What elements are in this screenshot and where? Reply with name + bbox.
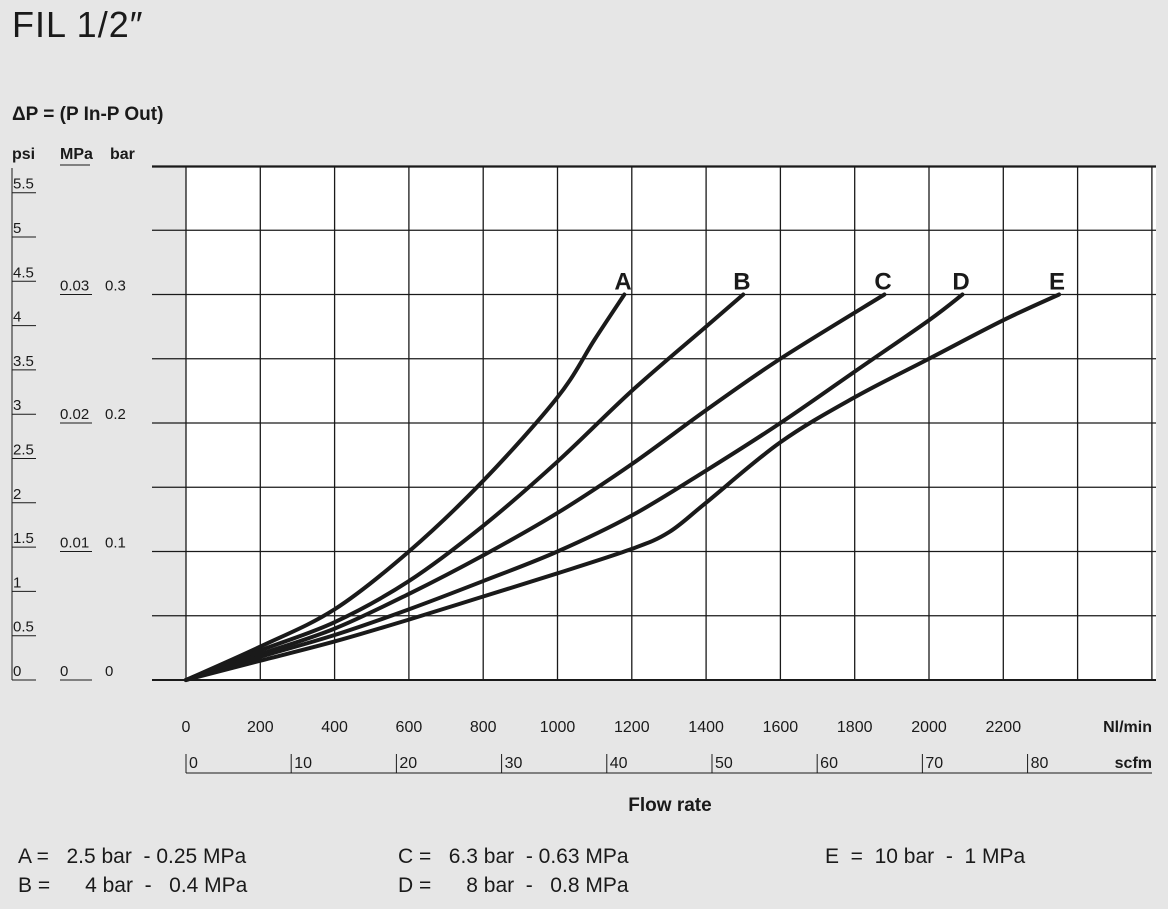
- y-tick-psi: 2.5: [13, 442, 34, 459]
- grid: [152, 165, 1156, 681]
- x-tick-nlmin: 0: [182, 719, 191, 736]
- y-tick-bar: 0.1: [105, 535, 126, 552]
- x-axis-title: Flow rate: [628, 795, 711, 816]
- x-tick-nlmin: 400: [321, 719, 348, 736]
- y-tick-psi: 0.5: [13, 619, 34, 636]
- x-tick-nlmin: 1600: [763, 719, 799, 736]
- series-line-e: [184, 292, 1062, 682]
- y-tick-mpa: 0: [60, 663, 68, 680]
- series-label-c: C: [874, 269, 891, 296]
- x-tick-scfm: 80: [1031, 755, 1049, 772]
- legend-item-c: C = 6.3 bar - 0.63 MPa: [398, 845, 629, 868]
- y-tick-psi: 5.5: [13, 176, 34, 193]
- x-tick-nlmin: 600: [396, 719, 423, 736]
- x-tick-scfm: 70: [925, 755, 943, 772]
- x-unit-nlmin: Nl/min: [1103, 719, 1152, 736]
- y-tick-mpa: 0.02: [60, 406, 89, 423]
- y-tick-psi: 4: [13, 309, 21, 326]
- x-tick-nlmin: 2200: [986, 719, 1022, 736]
- x-tick-scfm: 50: [715, 755, 733, 772]
- x-tick-scfm: 30: [505, 755, 523, 772]
- series-curves: A B C D E: [184, 269, 1065, 682]
- y-tick-psi: 3: [13, 397, 21, 414]
- y-tick-mpa: 0.03: [60, 278, 89, 295]
- x-tick-scfm: 20: [399, 755, 417, 772]
- x-tick-nlmin: 800: [470, 719, 497, 736]
- legend-item-b: B = 4 bar - 0.4 MPa: [18, 874, 248, 897]
- series-label-a: A: [614, 269, 631, 296]
- y-axis-labels: psi MPa bar 0 0.5 1 1.5 2 2.5 3 3.5 4 4.5 5 5.5 0 0.01 0.…: [11, 146, 135, 681]
- x-tick-nlmin: 200: [247, 719, 274, 736]
- y-unit-psi: psi: [12, 146, 35, 163]
- x-tick-nlmin: 1800: [837, 719, 873, 736]
- series-line-b: [184, 292, 746, 682]
- legend-item-a: A = 2.5 bar - 0.25 MPa: [18, 845, 247, 868]
- x-tick-nlmin: 1400: [688, 719, 724, 736]
- legend-item-e: E = 10 bar - 1 MPa: [825, 845, 1026, 868]
- series-line-c: [184, 292, 887, 682]
- y-tick-bar: 0.3: [105, 278, 126, 295]
- y-tick-psi: 3.5: [13, 353, 34, 370]
- x-tick-scfm: 10: [294, 755, 312, 772]
- y-axis-title: ΔP = (P In-P Out): [12, 104, 163, 125]
- x-tick-scfm: 60: [820, 755, 838, 772]
- y-tick-psi: 5: [13, 220, 21, 237]
- series-line-a: [184, 292, 627, 682]
- x-unit-scfm: scfm: [1115, 755, 1152, 772]
- series-label-d: D: [952, 269, 969, 296]
- x-tick-scfm: 0: [189, 755, 198, 772]
- y-tick-bar: 0.2: [105, 406, 126, 423]
- series-line-d: [184, 292, 965, 682]
- y-tick-bar: 0: [105, 663, 113, 680]
- x-tick-scfm: 40: [610, 755, 628, 772]
- series-label-b: B: [733, 269, 750, 296]
- y-unit-bar: bar: [110, 146, 135, 163]
- x-tick-nlmin: 2000: [911, 719, 947, 736]
- y-tick-mpa: 0.01: [60, 535, 89, 552]
- y-unit-mpa: MPa: [60, 146, 93, 163]
- x-tick-nlmin: 1200: [614, 719, 650, 736]
- x-axis-labels: 0 200 400 600 800 1000 1200 1400 1600 1800 2000 220…: [182, 719, 1152, 774]
- y-tick-psi: 1: [13, 574, 21, 591]
- y-tick-psi: 2: [13, 486, 21, 503]
- legend-item-d: D = 8 bar - 0.8 MPa: [398, 874, 629, 897]
- y-tick-psi: 0: [13, 663, 21, 680]
- x-tick-nlmin: 1000: [540, 719, 576, 736]
- page-title: FIL 1/2″: [12, 4, 144, 45]
- y-tick-psi: 1.5: [13, 530, 34, 547]
- series-label-e: E: [1049, 269, 1065, 296]
- y-tick-psi: 4.5: [13, 264, 34, 281]
